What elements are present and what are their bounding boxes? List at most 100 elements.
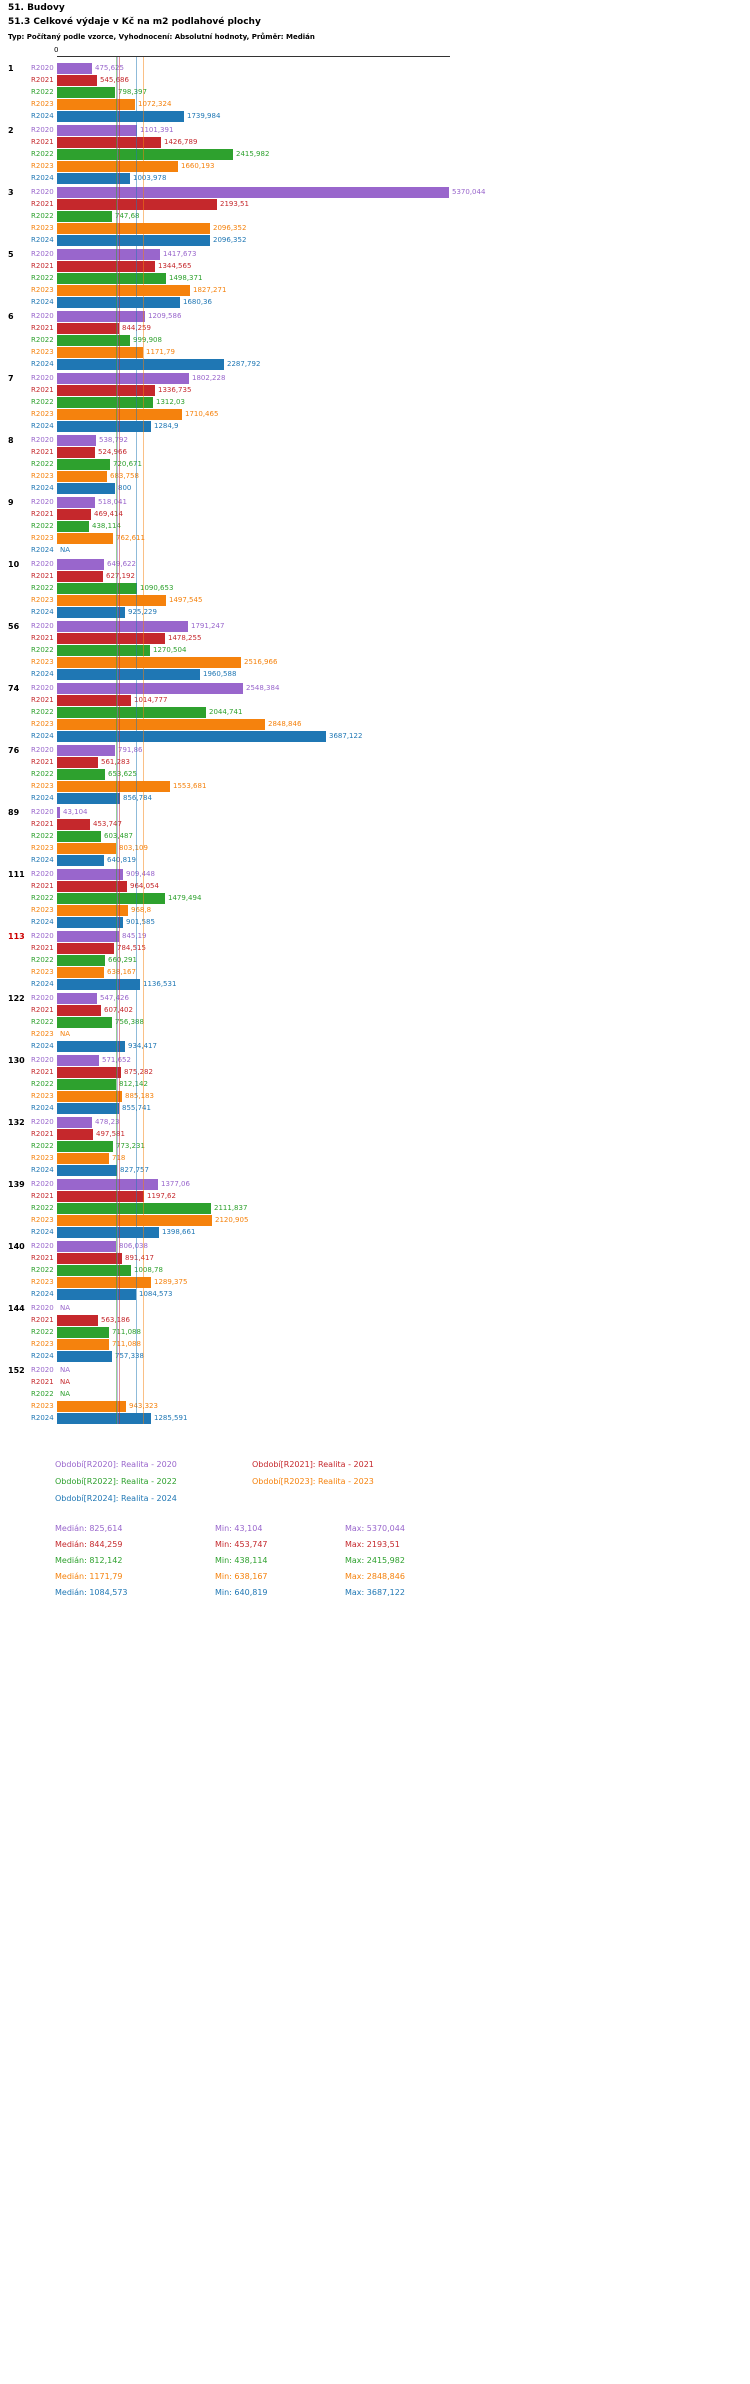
bar-row: R2023 2096,352	[4, 222, 750, 234]
bar	[57, 1004, 101, 1016]
bar-value-label: 1377,06	[161, 1179, 190, 1188]
series-label: R2022	[31, 336, 54, 344]
bar-track: 1498,371	[57, 272, 457, 284]
bar-value-label: 3687,122	[329, 731, 363, 740]
bar-track: 518,041	[57, 496, 457, 508]
bar	[57, 682, 243, 694]
bar	[57, 334, 130, 346]
bar	[57, 98, 135, 110]
stat-median: Medián: 1171,79	[55, 1572, 123, 1581]
group-label: 132	[8, 1117, 25, 1127]
bar-row: 2 R2020 1101,391	[4, 124, 750, 136]
bar-value-label: 607,402	[104, 1006, 133, 1015]
bar-row: 10 R2020 649,622	[4, 558, 750, 570]
series-label: R2024	[31, 298, 54, 306]
bar-row: 74 R2020 2548,384	[4, 682, 750, 694]
bar-value-label: 1660,193	[181, 161, 215, 170]
bar-value-label: 800	[118, 483, 132, 492]
bar-value-label: 901,585	[126, 917, 155, 926]
series-label: R2020	[31, 126, 54, 134]
bar	[57, 756, 98, 768]
bar	[57, 1288, 136, 1300]
bar-group-74: 74 R2020 2548,384 R2021 1014,777 R2022 2044,74…	[4, 682, 750, 742]
bar-row: R2024 3687,122	[4, 730, 750, 742]
bar	[57, 482, 115, 494]
bar-row: R2022 660,291	[4, 954, 750, 966]
legend: Období[R2020]: Realita - 2020 Období[R202…	[55, 1456, 475, 1507]
bar-track: 3687,122	[57, 730, 457, 742]
bar	[57, 1066, 121, 1078]
stat-max: Max: 5370,044	[345, 1524, 405, 1533]
series-label: R2021	[31, 76, 54, 84]
bar-row: 5 R2020 1417,673	[4, 248, 750, 260]
series-label: R2022	[31, 956, 54, 964]
bar-track: 524,966	[57, 446, 457, 458]
group-label: 130	[8, 1055, 25, 1065]
bar-row: R2021 545,686	[4, 74, 750, 86]
stat-max: Max: 3687,122	[345, 1588, 405, 1597]
bar-track: 1101,391	[57, 124, 457, 136]
series-label: R2022	[31, 460, 54, 468]
bar-group-76: 76R2020791,86R2021561,283R2022653,625R20…	[4, 744, 750, 804]
bar-value-label: 720,671	[113, 459, 142, 468]
bar-value-label: NA	[60, 1303, 71, 1312]
bar-row: 139 R2020 1377,06	[4, 1178, 750, 1190]
series-label: R2024	[31, 732, 54, 740]
bar-row: R2024 1284,9	[4, 420, 750, 432]
bar-group-140: 140 R2020 806,038 R2021 891,417 R2022 1008,78 R…	[4, 1240, 750, 1300]
series-label: R2023	[31, 472, 54, 480]
bar-row: R2021 607,402	[4, 1004, 750, 1016]
series-label: R2020	[31, 746, 54, 754]
bar-value-label: 2848,846	[268, 719, 302, 728]
bar-track: 934,417	[57, 1040, 457, 1052]
bar-value-label: 845,19	[122, 931, 147, 940]
bar	[57, 1178, 158, 1190]
bar	[57, 992, 97, 1004]
bar-track: 891,417	[57, 1252, 457, 1264]
bar-group-89: 89R202043,104R2021453,747R2022603,487R20…	[4, 806, 750, 866]
bar-row: R2024 901,585	[4, 916, 750, 928]
series-label: R2020	[31, 1056, 54, 1064]
bar-value-label: 638,167	[107, 967, 136, 976]
bar-track: 1072,324	[57, 98, 457, 110]
bar-value-label: 660,291	[108, 955, 137, 964]
bar	[57, 296, 180, 308]
bar-value-label: 891,417	[125, 1253, 154, 1262]
bar-value-label: 2120,905	[215, 1215, 249, 1224]
series-label: R2023	[31, 658, 54, 666]
bar-row: R2022 1008,78	[4, 1264, 750, 1276]
bar-value-label: 5370,044	[452, 187, 486, 196]
bar	[57, 966, 104, 978]
series-label: R2024	[31, 918, 54, 926]
bar-track: 1344,565	[57, 260, 457, 272]
bar-row: R2023 1497,545	[4, 594, 750, 606]
series-label: R2023	[31, 782, 54, 790]
series-label: R2023	[31, 1340, 54, 1348]
bar-value-label: 1791,247	[191, 621, 225, 630]
series-label: R2021	[31, 944, 54, 952]
series-label: R2023	[31, 410, 54, 418]
series-label: R2023	[31, 348, 54, 356]
series-label: R2021	[31, 262, 54, 270]
bar-row: R2024 1739,984	[4, 110, 750, 122]
bar-track: NA	[57, 1365, 457, 1376]
series-label: R2022	[31, 274, 54, 282]
bar-row: R2022 1312,03	[4, 396, 750, 408]
bar	[57, 136, 161, 148]
bar	[57, 570, 103, 582]
bar-value-label: 1802,228	[192, 373, 226, 382]
bar-track: 2287,792	[57, 358, 457, 370]
median-line-R2022	[116, 57, 118, 1424]
bar-row: 122 R2020 547,426	[4, 992, 750, 1004]
bar	[57, 1040, 125, 1052]
page-title: 51. Budovy	[8, 3, 65, 13]
bar-value-label: 475,625	[95, 63, 124, 72]
bar-value-label: 627,192	[106, 571, 135, 580]
bar-row: R2024 2096,352	[4, 234, 750, 246]
bar	[57, 1128, 93, 1140]
bar-row: R2022 NA	[4, 1388, 750, 1400]
bar-row: R2021 1344,565	[4, 260, 750, 272]
bar-row: 132 R2020 478,23	[4, 1116, 750, 1128]
bar-value-label: 909,448	[126, 869, 155, 878]
bar	[57, 458, 110, 470]
